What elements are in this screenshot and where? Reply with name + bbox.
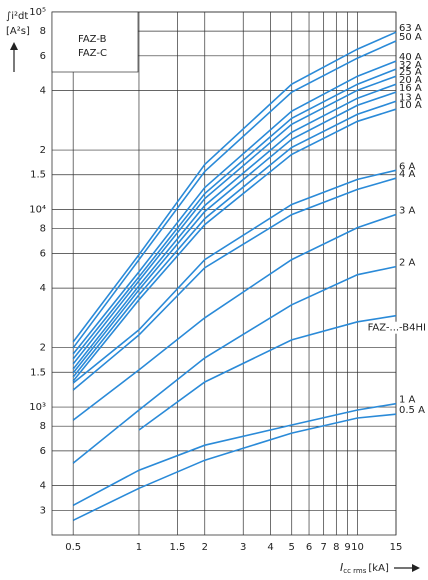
curve (72, 100, 397, 378)
series-label: 0.5 A (399, 405, 425, 416)
series-label: 20 A (399, 75, 422, 86)
y-tick-label: 3 (40, 505, 46, 516)
x-tick-label: 0.5 (65, 542, 81, 553)
x-tick-label: 15 (390, 542, 403, 553)
y-tick-label: 6 (40, 51, 46, 62)
x-axis-unit: [kA] (368, 563, 389, 574)
curve (72, 177, 397, 391)
x-axis-subscript: cc rms (343, 567, 366, 575)
series-label: 13 A (399, 92, 422, 103)
y-axis-label: [A²s] (6, 26, 30, 37)
x-tick-label: 2 (202, 542, 208, 553)
x-axis-symbol: I (340, 561, 343, 574)
x-tick-label: 1.5 (169, 542, 185, 553)
series-label: 25 A (399, 67, 422, 78)
x-tick-label: 10 (351, 542, 364, 553)
grid (51, 11, 397, 536)
x-tick-label: 3 (240, 542, 246, 553)
y-tick-label: 8 (40, 421, 46, 432)
series-label: 3 A (399, 205, 416, 216)
y-tick-label: 2 (40, 343, 46, 354)
y-tick-label: 2 (40, 145, 46, 156)
series-label: 10 A (399, 100, 422, 111)
y-tick-label: 4 (40, 283, 46, 294)
y-tick-label: 4 (40, 86, 46, 97)
curve (72, 68, 397, 360)
series-label: 4 A (399, 169, 416, 180)
curve (138, 314, 397, 431)
y-tick-label: 10⁵ (29, 7, 46, 18)
series-label: 63 A (399, 23, 422, 34)
x-tick-label: 1 (136, 542, 142, 553)
x-tick-label: 7 (320, 542, 326, 553)
series-label-bg (365, 321, 427, 334)
curves (72, 31, 397, 522)
y-tick-label: 10⁴ (29, 205, 46, 216)
curve (72, 60, 397, 355)
x-tick-label: 5 (289, 542, 295, 553)
x-tick-label: 4 (267, 542, 273, 553)
series-label: 2 A (399, 258, 416, 269)
curve (72, 75, 397, 365)
curve (72, 413, 397, 522)
series-label: 6 A (399, 161, 416, 172)
curve (72, 169, 397, 384)
series-label: 1 A (399, 395, 416, 406)
curve (72, 213, 397, 421)
box-label: FAZ-C (78, 48, 107, 59)
y-tick-label: 8 (40, 26, 46, 37)
y-tick-label: 1.5 (30, 170, 46, 181)
series-label: 40 A (399, 52, 422, 63)
type-box (51, 11, 139, 73)
y-tick-label: 1.5 (30, 367, 46, 378)
curve (72, 91, 397, 374)
series-label: 16 A (399, 83, 422, 94)
box-label: FAZ-B (78, 34, 107, 45)
x-axis-arrow-head (412, 564, 420, 572)
curve (72, 108, 397, 382)
curve (72, 40, 397, 349)
y-tick-label: 6 (40, 248, 46, 259)
y-axis-label: ∫i²dt (6, 11, 28, 22)
curve (72, 83, 397, 370)
y-axis-arrow-head (10, 42, 18, 50)
x-tick-label: 9 (344, 542, 350, 553)
curve (72, 402, 397, 507)
x-axis-label: Icc rms [kA] (340, 561, 389, 575)
series-label: 32 A (399, 60, 422, 71)
y-tick-label: 4 (40, 481, 46, 492)
curve (72, 31, 397, 343)
curve (72, 265, 397, 464)
x-tick-label: 8 (333, 542, 339, 553)
x-tick-label: 6 (306, 542, 312, 553)
series-label: 50 A (399, 32, 422, 43)
y-tick-label: 10³ (29, 402, 46, 413)
y-tick-label: 6 (40, 446, 46, 457)
y-tick-label: 8 (40, 224, 46, 235)
series-label: FAZ-...-B4HI (368, 323, 426, 334)
